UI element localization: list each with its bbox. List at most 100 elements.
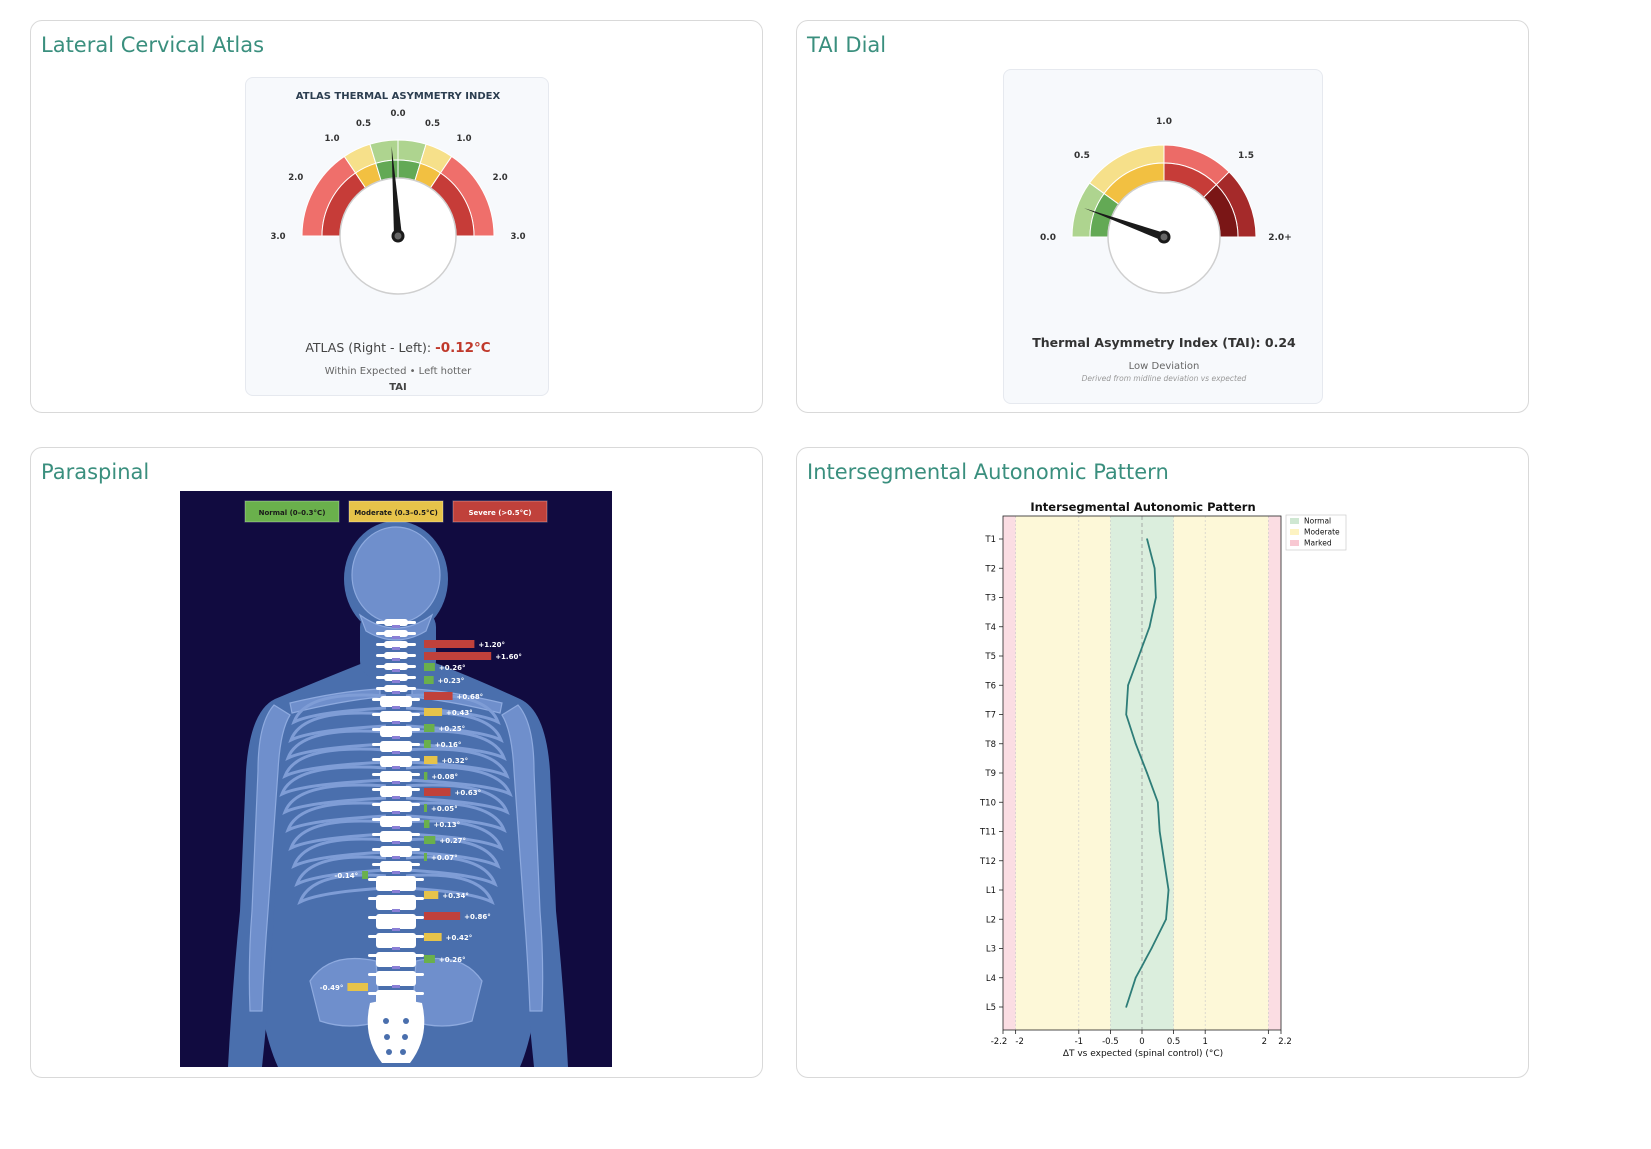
atlas-scale-label: 3.0 — [270, 232, 285, 242]
legend-severe: Severe (>0.5°C) — [468, 509, 531, 517]
vertebral-disc — [392, 647, 400, 650]
vertebra-process — [368, 954, 424, 957]
vertebral-disc — [392, 841, 400, 844]
x-tick-label: -0.5 — [1102, 1037, 1119, 1047]
vertebra-process — [368, 897, 424, 900]
vertebra-process — [372, 848, 420, 851]
paraspinal-bar — [347, 983, 368, 991]
paraspinal-bar-label: +0.34° — [442, 892, 469, 900]
vertebral-disc — [392, 680, 400, 683]
paraspinal-bar-label: +1.20° — [478, 641, 505, 649]
vertebral-disc — [392, 669, 400, 672]
legend-swatch — [1290, 518, 1299, 524]
legend-moderate: Moderate (0.3–0.5°C) — [354, 509, 438, 517]
pattern-point — [1134, 742, 1137, 745]
rib — [405, 819, 504, 852]
tai-gauge-card: 0.0 0.5 1.0 1.5 2.0+ Thermal Asymmetry Index… — [1003, 69, 1323, 404]
y-tick-label: T12 — [979, 857, 996, 867]
vertebra-process — [372, 698, 420, 701]
paraspinal-bar-label: +0.05° — [431, 805, 458, 813]
vertebra — [380, 756, 412, 767]
paraspinal-bar-label: +0.68° — [457, 693, 484, 701]
vertebra-process — [376, 665, 416, 668]
vertebra-process — [372, 728, 420, 731]
vertebra-process — [372, 788, 420, 791]
tai-scale-label: 1.5 — [1238, 151, 1254, 161]
x-tick-label: -1 — [1075, 1037, 1083, 1047]
tai-gauge: 0.0 0.5 1.0 1.5 2.0+ Thermal Asymmetry Index… — [1032, 117, 1296, 383]
vertebral-disc — [392, 658, 400, 661]
rib — [288, 819, 387, 852]
tai-scale-label: 0.5 — [1074, 151, 1090, 161]
pattern-point — [1150, 947, 1153, 950]
y-tick-label: L2 — [986, 915, 996, 925]
paraspinal-bar-label: +0.63° — [454, 789, 481, 797]
tai-note: Derived from midline deviation vs expect… — [1082, 374, 1247, 383]
paraspinal-panel: Paraspinal — [30, 447, 763, 1078]
vertebra-process — [372, 803, 420, 806]
vertebral-disc — [392, 796, 400, 799]
vertebral-disc — [392, 890, 400, 893]
paraspinal-bar — [424, 740, 431, 748]
y-tick-label: T4 — [984, 623, 996, 633]
pattern-point — [1167, 889, 1170, 891]
paraspinal-bar-label: +0.23° — [438, 677, 465, 685]
paraspinal-bar — [424, 912, 461, 920]
tai-scale-label: 0.0 — [1040, 233, 1056, 243]
vertebral-disc — [392, 751, 400, 754]
tai-reading: Thermal Asymmetry Index (TAI): 0.24 — [1032, 335, 1296, 350]
pattern-point — [1146, 772, 1148, 774]
vertebra-process — [368, 935, 424, 938]
vertebra-process — [368, 878, 424, 881]
tai-panel: TAI Dial 0.0 0.5 1.0 1.5 2.0+ Thermal Asymme… — [796, 20, 1529, 413]
atlas-status: Within Expected • Left hotter — [325, 366, 472, 377]
pattern-point — [1148, 625, 1151, 628]
pattern-point — [1163, 859, 1165, 862]
vertebra-process — [372, 833, 420, 836]
rib — [282, 747, 387, 780]
rib — [291, 693, 387, 726]
paraspinal-bar-label: +0.43° — [446, 709, 473, 717]
vertebra — [380, 771, 412, 782]
chart-xlabel: ΔT vs expected (spinal control) (°C) — [1063, 1049, 1223, 1059]
rib — [405, 855, 498, 888]
rib — [291, 837, 387, 870]
paraspinal-bar-label: +0.13° — [433, 821, 460, 829]
rib — [288, 711, 387, 744]
vertebra-process — [372, 713, 420, 716]
paraspinal-bar — [424, 804, 427, 812]
paraspinal-bar — [424, 676, 434, 684]
rib — [297, 873, 387, 906]
pattern-point — [1134, 976, 1137, 979]
vertebral-disc — [392, 909, 400, 912]
y-tick-label: T5 — [984, 652, 996, 662]
y-tick-label: T8 — [984, 740, 996, 750]
paraspinal-bar-label: +0.32° — [441, 757, 468, 765]
y-tick-label: T2 — [984, 564, 996, 574]
atlas-scale-label: 0.0 — [390, 109, 405, 119]
atlas-scale-label: 1.0 — [456, 134, 471, 144]
vertebra — [380, 816, 412, 827]
pattern-point — [1127, 684, 1129, 687]
legend-swatch — [1290, 529, 1299, 535]
vertebra-process — [368, 973, 424, 976]
paraspinal-bar — [424, 772, 428, 780]
y-tick-label: L5 — [986, 1003, 996, 1013]
legend-swatch — [1290, 540, 1299, 546]
vertebral-disc — [392, 691, 400, 694]
vertebra-process — [372, 743, 420, 746]
vertebra-process — [372, 758, 420, 761]
vertebra — [380, 831, 412, 842]
y-tick-label: T10 — [979, 798, 996, 808]
atlas-scale-label: 3.0 — [510, 232, 525, 242]
pattern-point — [1165, 918, 1167, 921]
atlas-needle — [391, 146, 402, 237]
pattern-point — [1138, 655, 1140, 657]
vertebra — [380, 861, 412, 872]
tai-status: Low Deviation — [1129, 361, 1200, 372]
paraspinal-panel-title: Paraspinal — [41, 460, 150, 484]
rib — [285, 801, 387, 834]
y-tick-label: T7 — [984, 711, 996, 721]
paraspinal-bar-label: +0.86° — [464, 913, 491, 921]
severity-legend: Normal (0–0.3°C) Moderate (0.3–0.5°C) Se… — [244, 500, 548, 523]
